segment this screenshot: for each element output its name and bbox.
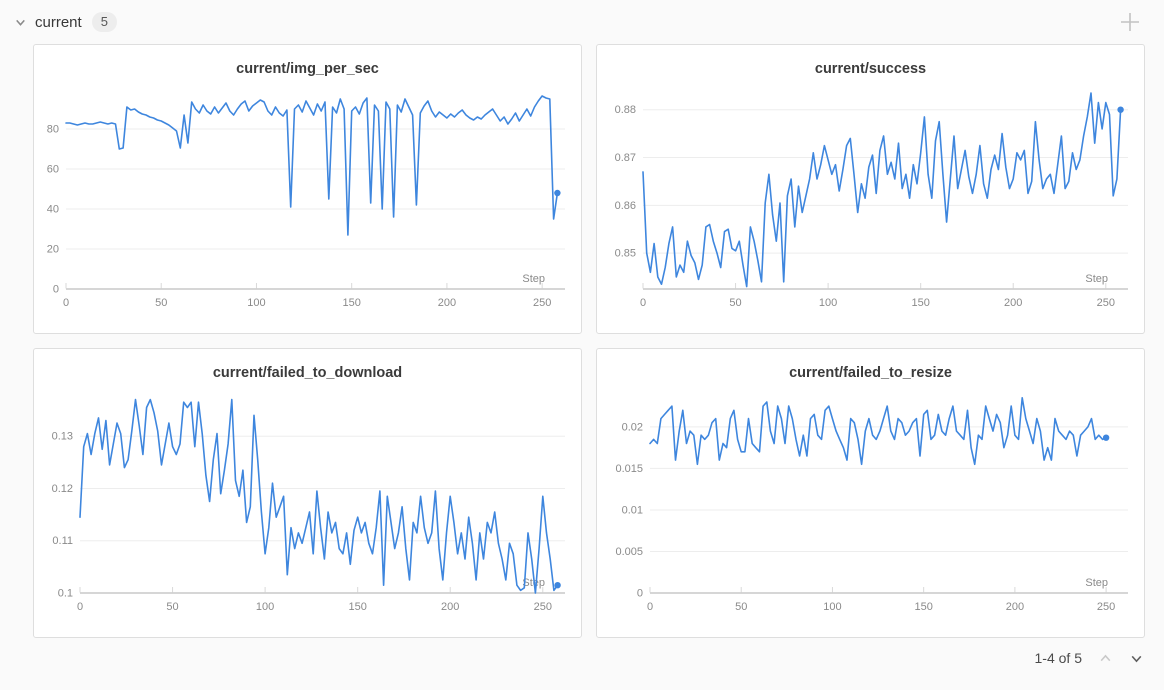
svg-text:0.87: 0.87	[615, 152, 636, 164]
svg-text:60: 60	[47, 164, 59, 176]
chart-title: current/failed_to_resize	[789, 365, 952, 381]
chart-panel-failed-to-resize[interactable]: current/failed_to_resize 0 0.005 0.01 0.015…	[596, 348, 1145, 638]
collapse-chevron-icon[interactable]	[14, 16, 27, 29]
svg-text:0: 0	[77, 601, 83, 613]
svg-text:80: 80	[47, 124, 59, 136]
add-panel-icon[interactable]	[1118, 10, 1142, 34]
svg-text:200: 200	[1006, 601, 1024, 613]
svg-text:100: 100	[247, 297, 265, 309]
svg-text:0.01: 0.01	[622, 504, 643, 516]
line-chart-img-per-sec: 0 20 40 60 80 0 50 100 150 200 250 Step	[47, 95, 565, 309]
svg-text:0.12: 0.12	[52, 483, 73, 495]
svg-text:0.1: 0.1	[58, 588, 73, 600]
svg-text:0: 0	[63, 297, 69, 309]
svg-text:0.13: 0.13	[52, 431, 73, 443]
svg-text:150: 150	[343, 297, 361, 309]
panel-count-badge: 5	[91, 12, 117, 32]
pagination-label: 1-4 of 5	[1034, 650, 1082, 666]
svg-text:40: 40	[47, 204, 59, 216]
line-chart-failed-to-resize: 0 0.005 0.01 0.015 0.02 0 50 100 150 200 250 Step	[615, 397, 1128, 613]
svg-text:0.005: 0.005	[615, 546, 643, 558]
chart-panel-failed-to-download[interactable]: current/failed_to_download 0.1 0.11 0.12 0.…	[33, 348, 582, 638]
svg-text:250: 250	[1097, 601, 1115, 613]
chart-panel-img-per-sec[interactable]: current/img_per_sec 0 20 40 60 80 0 50 100 150 20…	[33, 44, 582, 334]
chart-title: current/failed_to_download	[212, 365, 403, 381]
svg-text:0.11: 0.11	[52, 535, 73, 547]
svg-text:0.02: 0.02	[622, 421, 643, 433]
svg-text:0: 0	[53, 284, 59, 296]
svg-text:20: 20	[47, 244, 59, 256]
svg-text:150: 150	[911, 297, 929, 309]
section-header: current 5	[0, 0, 1164, 44]
svg-text:200: 200	[1004, 297, 1022, 309]
svg-text:50: 50	[155, 297, 167, 309]
svg-text:0: 0	[637, 588, 643, 600]
svg-text:150: 150	[348, 601, 366, 613]
svg-text:0.015: 0.015	[615, 463, 643, 475]
svg-text:0: 0	[640, 297, 646, 309]
panel-grid: current/img_per_sec 0 20 40 60 80 0 50 100 150 20…	[0, 44, 1164, 638]
svg-text:200: 200	[441, 601, 459, 613]
svg-text:100: 100	[256, 601, 274, 613]
line-chart-success: 0.85 0.86 0.87 0.88 0 50 100 150 200 250 Step	[615, 92, 1128, 309]
svg-text:0.88: 0.88	[615, 104, 636, 116]
svg-text:100: 100	[819, 297, 837, 309]
section-title: current	[35, 13, 82, 31]
svg-text:Step: Step	[1085, 577, 1108, 589]
svg-text:0.85: 0.85	[615, 248, 636, 260]
svg-text:50: 50	[735, 601, 747, 613]
svg-text:Step: Step	[522, 273, 545, 285]
pagination: 1-4 of 5	[0, 638, 1164, 666]
svg-text:250: 250	[533, 297, 551, 309]
svg-text:250: 250	[534, 601, 552, 613]
svg-text:0.86: 0.86	[615, 200, 636, 212]
chart-title: current/img_per_sec	[236, 61, 379, 77]
chart-panel-success[interactable]: current/success 0.85 0.86 0.87 0.88 0 50 100 15…	[596, 44, 1145, 334]
svg-text:0: 0	[647, 601, 653, 613]
svg-text:200: 200	[438, 297, 456, 309]
svg-text:50: 50	[729, 297, 741, 309]
svg-text:Step: Step	[1085, 273, 1108, 285]
svg-text:150: 150	[914, 601, 932, 613]
svg-text:100: 100	[823, 601, 841, 613]
chart-title: current/success	[814, 61, 927, 77]
svg-text:50: 50	[166, 601, 178, 613]
pagination-prev-icon[interactable]	[1098, 651, 1113, 666]
svg-text:250: 250	[1097, 297, 1115, 309]
pagination-next-icon[interactable]	[1129, 651, 1144, 666]
